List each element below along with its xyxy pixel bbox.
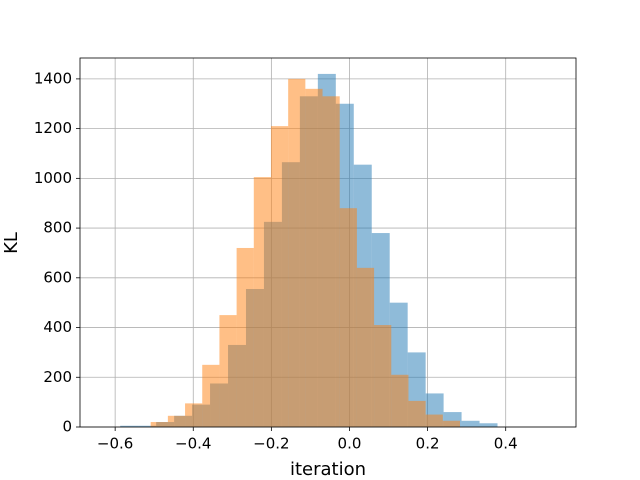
histogram-bar (219, 315, 237, 427)
y-axis-label: KL (1, 232, 22, 254)
histogram-bar (391, 374, 409, 427)
histogram-bar (356, 267, 375, 427)
x-tick-label: 0.4 (494, 435, 518, 453)
y-tick-label: 200 (43, 368, 72, 386)
histogram-bar (425, 414, 443, 427)
y-tick-label: 1000 (34, 169, 72, 187)
plot-frame (79, 57, 577, 428)
histogram-bar (339, 208, 357, 427)
histogram-bar (322, 96, 340, 427)
y-tick-label: 1400 (34, 69, 72, 87)
histogram-bar (202, 364, 220, 427)
histogram-bar (270, 126, 289, 427)
histogram-bar (461, 420, 480, 427)
x-axis-label: iteration (290, 459, 366, 480)
y-tick-label: 600 (43, 268, 72, 286)
x-tick-label: −0.6 (97, 435, 133, 453)
histogram-bar (253, 177, 271, 427)
y-tick-label: 1200 (34, 119, 72, 137)
histogram-bar (185, 403, 203, 427)
x-tick-label: −0.2 (253, 435, 289, 453)
histogram-bar (288, 78, 306, 428)
histogram-bar (408, 400, 426, 427)
x-tick-label: 0.0 (338, 435, 362, 453)
histogram-bar (120, 425, 139, 427)
y-tick-label: 400 (43, 318, 72, 336)
histogram-bar (374, 325, 392, 427)
histogram-bar (138, 425, 157, 427)
histogram-bar (305, 88, 323, 427)
x-tick-label: 0.2 (416, 435, 440, 453)
y-tick-label: 800 (43, 219, 72, 237)
histogram-bar (150, 422, 168, 427)
histogram-bar (479, 423, 498, 427)
histogram-bar (167, 415, 186, 427)
y-tick-label: 0 (62, 418, 72, 436)
histogram-bar (236, 247, 254, 427)
histogram-bar (442, 420, 461, 427)
x-tick-label: −0.4 (175, 435, 211, 453)
